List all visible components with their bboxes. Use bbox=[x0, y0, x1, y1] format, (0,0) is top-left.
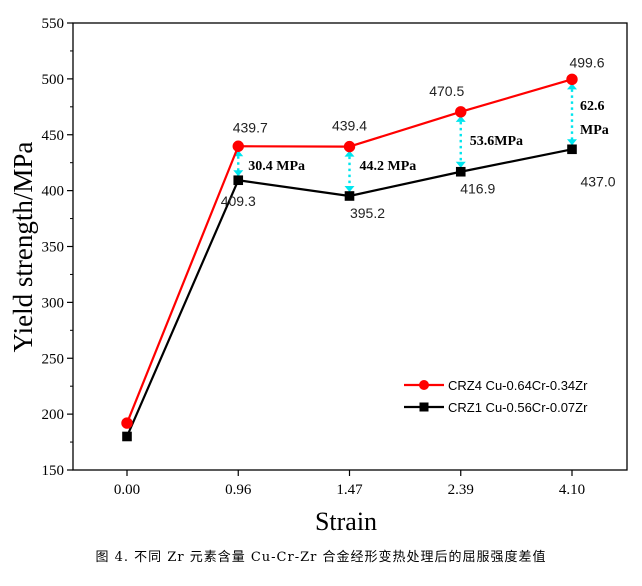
y-tick-label: 250 bbox=[42, 351, 65, 367]
data-point bbox=[455, 166, 466, 177]
x-tick-label: 2.39 bbox=[448, 482, 474, 498]
data-label: 470.5 bbox=[429, 83, 464, 99]
y-axis-title: Yield strength/MPa bbox=[8, 142, 38, 353]
legend-label: CRZ4 Cu-0.64Cr-0.34Zr bbox=[448, 378, 588, 393]
axes: 150 200 250 300 350 400 450 500 550 0.00 0.96 1.47 2… bbox=[42, 16, 628, 498]
data-label: 439.4 bbox=[332, 118, 367, 134]
data-point bbox=[343, 140, 356, 153]
data-label: 499.6 bbox=[569, 54, 604, 70]
y-tick-label: 300 bbox=[42, 295, 65, 311]
data-point bbox=[232, 140, 244, 152]
data-point bbox=[122, 431, 132, 442]
difference-arrow-up bbox=[567, 83, 577, 90]
y-tick-label: 400 bbox=[42, 184, 65, 200]
data-point bbox=[121, 417, 133, 429]
y-tick-label: 150 bbox=[42, 463, 65, 479]
data-point bbox=[567, 144, 577, 155]
difference-arrow-down bbox=[567, 139, 577, 146]
x-axis-title: Strain bbox=[315, 507, 377, 536]
y-tick-label: 450 bbox=[42, 128, 65, 144]
data-point bbox=[566, 73, 578, 86]
legend: CRZ4 Cu-0.64Cr-0.34Zr CRZ1 Cu-0.56Cr-0.07… bbox=[404, 378, 588, 415]
difference-label: 30.4 MPa bbox=[248, 159, 305, 174]
y-tick-label: 500 bbox=[42, 72, 65, 88]
difference-markers: 30.4 MPa 44.2 MPa 53.6MPa 62.6 MPa bbox=[233, 83, 609, 192]
data-label: 416.9 bbox=[460, 181, 495, 197]
data-point bbox=[233, 175, 244, 186]
data-point bbox=[344, 191, 355, 201]
difference-arrow-up bbox=[455, 115, 466, 122]
x-tick-label: 0.96 bbox=[225, 482, 252, 498]
x-tick-label: 1.47 bbox=[336, 482, 363, 498]
data-point bbox=[455, 106, 467, 118]
y-tick-label: 200 bbox=[42, 407, 65, 423]
data-label: 395.2 bbox=[350, 205, 385, 221]
legend-label: CRZ1 Cu-0.56Cr-0.07Zr bbox=[448, 400, 588, 415]
difference-label: 53.6MPa bbox=[470, 134, 523, 149]
difference-arrow-down bbox=[344, 185, 355, 192]
yield-strength-chart: 150 200 250 300 350 400 450 500 550 0.00 0.96 1.47 2… bbox=[8, 16, 628, 536]
data-label: 439.7 bbox=[233, 119, 268, 135]
difference-arrow-down bbox=[233, 170, 244, 177]
y-tick-label: 350 bbox=[42, 240, 65, 256]
figure-caption: 图 4. 不同 Zr 元素含量 Cu-Cr-Zr 合金经形变热处理后的屈服强度差… bbox=[95, 550, 547, 565]
difference-label: 62.6 bbox=[580, 99, 605, 114]
data-label: 437.0 bbox=[580, 173, 615, 189]
difference-arrow-up bbox=[344, 150, 355, 157]
x-tick-label: 4.10 bbox=[559, 482, 585, 498]
data-label: 409.3 bbox=[221, 193, 256, 209]
difference-label: 44.2 MPa bbox=[360, 159, 417, 174]
series-layer bbox=[121, 73, 578, 442]
legend-marker bbox=[419, 402, 429, 412]
legend-marker bbox=[419, 380, 429, 390]
data-labels: 439.7 439.4 470.5 499.6 409.3 395.2 416.9 437.0 bbox=[221, 54, 616, 221]
y-tick-label: 550 bbox=[42, 16, 65, 32]
x-tick-label: 0.00 bbox=[114, 482, 140, 498]
difference-arrow-down bbox=[455, 161, 466, 168]
difference-label: MPa bbox=[580, 123, 609, 138]
